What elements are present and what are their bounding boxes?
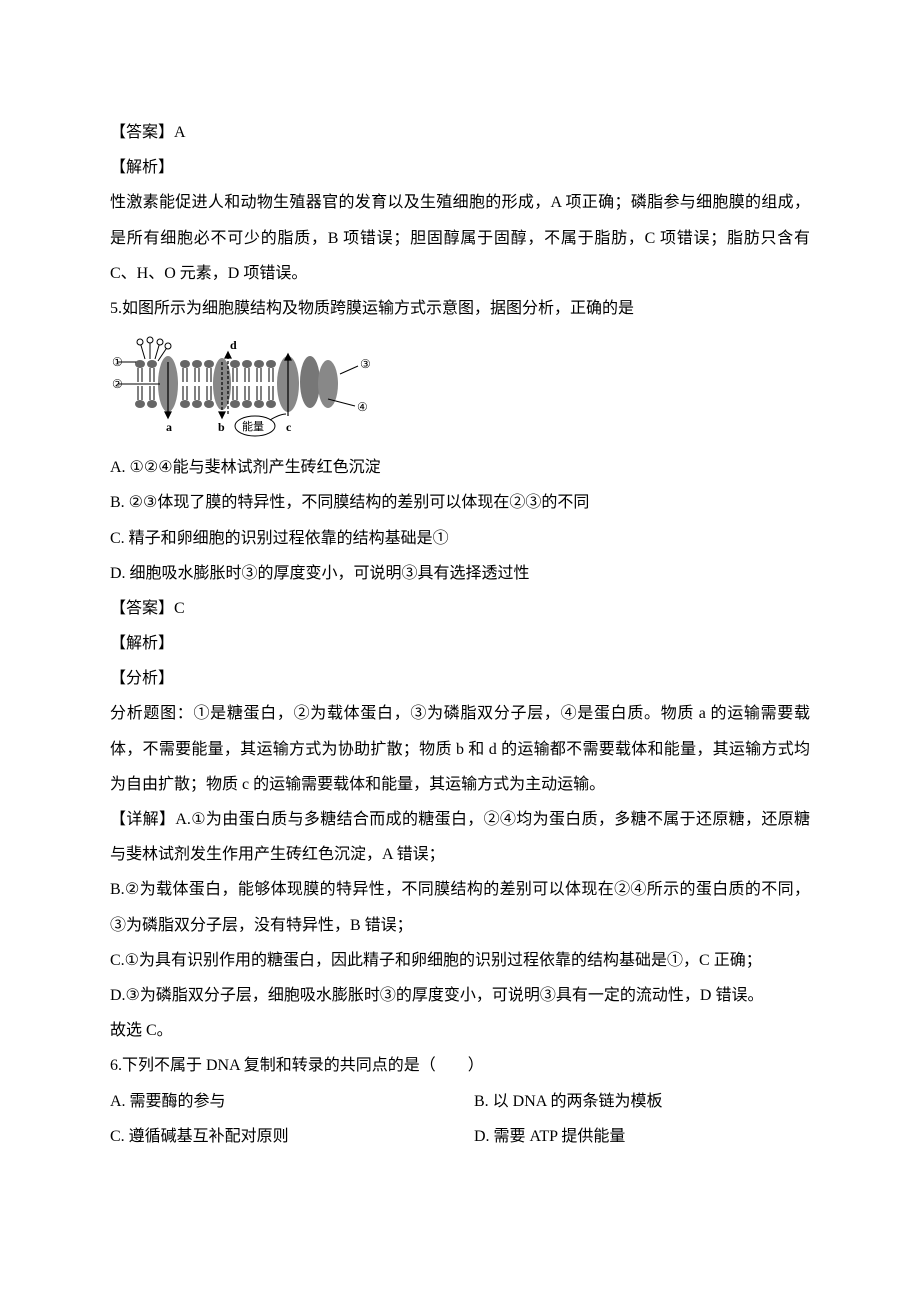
- q5-option-b: B. ②③体现了膜的特异性，不同膜结构的差别可以体现在②③的不同: [110, 485, 810, 520]
- q4-analysis-label: 【解析】: [110, 150, 810, 185]
- label-1: ①: [112, 355, 123, 369]
- q5-detail-c: C.①为具有识别作用的糖蛋白，因此精子和卵细胞的识别过程依靠的结构基础是①，C …: [110, 943, 810, 978]
- q6-option-d: D. 需要 ATP 提供能量: [474, 1119, 810, 1154]
- phospholipid-top-icon: [135, 360, 276, 382]
- letter-a: a: [166, 420, 172, 434]
- q5-option-a: A. ①②④能与斐林试剂产生砖红色沉淀: [110, 450, 810, 485]
- letter-d: d: [230, 338, 237, 352]
- q5-detail-b: B.②为载体蛋白，能够体现膜的特异性，不同膜结构的差别可以体现在②④所示的蛋白质…: [110, 872, 810, 942]
- q5-diagram: ① ② ③ ④ a b c d 能量: [110, 334, 375, 442]
- q6-row2: C. 遵循碱基互补配对原则 D. 需要 ATP 提供能量: [110, 1119, 810, 1154]
- q5-analysis-para: 分析题图：①是糖蛋白，②为载体蛋白，③为磷脂双分子层，④是蛋白质。物质 a 的运…: [110, 696, 810, 802]
- q6-option-b: B. 以 DNA 的两条链为模板: [474, 1084, 810, 1119]
- protein-right-1-icon: [300, 356, 320, 408]
- q4-analysis-text: 性激素能促进人和动物生殖器官的发育以及生殖细胞的形成，A 项正确；磷脂参与细胞膜…: [110, 185, 810, 291]
- q5-option-d: D. 细胞吸水膨胀时③的厚度变小，可说明③具有选择透过性: [110, 556, 810, 591]
- q5-detail-a: 【详解】A.①为由蛋白质与多糖结合而成的糖蛋白，②④均为蛋白质，多糖不属于还原糖…: [110, 802, 810, 872]
- q6-option-a: A. 需要酶的参与: [110, 1084, 226, 1119]
- q5-answer: 【答案】C: [110, 591, 810, 626]
- letter-c: c: [286, 420, 292, 434]
- q6-stem: 6.下列不属于 DNA 复制和转录的共同点的是（ ）: [110, 1048, 810, 1083]
- q5-conclusion: 故选 C。: [110, 1013, 810, 1048]
- q5-detail-d: D.③为磷脂双分子层，细胞吸水膨胀时③的厚度变小，可说明③具有一定的流动性，D …: [110, 978, 810, 1013]
- label-4: ④: [357, 400, 368, 414]
- q6-row1: A. 需要酶的参与 B. 以 DNA 的两条链为模板: [110, 1084, 810, 1119]
- energy-label: 能量: [242, 419, 264, 433]
- label-2: ②: [112, 377, 123, 391]
- q5-analysis-label: 【解析】: [110, 626, 810, 661]
- q5-stem: 5.如图所示为细胞膜结构及物质跨膜运输方式示意图，据图分析，正确的是: [110, 291, 810, 326]
- q6-option-c: C. 遵循碱基互补配对原则: [110, 1119, 289, 1154]
- q5-sub-analysis-label: 【分析】: [110, 661, 810, 696]
- q4-answer: 【答案】A: [110, 115, 810, 150]
- letter-b: b: [218, 420, 225, 434]
- label-3: ③: [360, 357, 371, 371]
- phospholipid-bottom-icon: [135, 386, 276, 408]
- q5-option-c: C. 精子和卵细胞的识别过程依靠的结构基础是①: [110, 521, 810, 556]
